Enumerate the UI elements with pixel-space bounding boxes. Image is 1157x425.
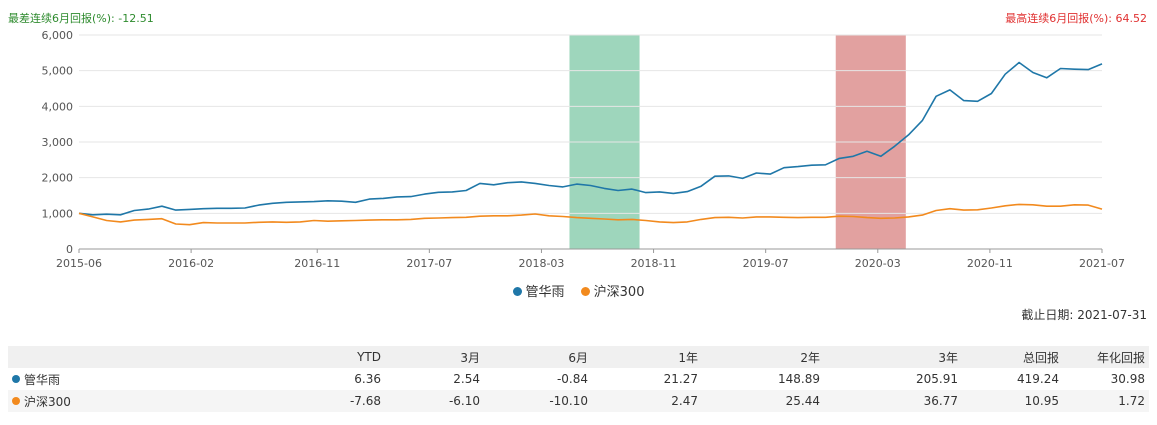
table-header-cell xyxy=(8,346,273,368)
x-tick-label: 2016-02 xyxy=(168,257,214,270)
table-row: 管华雨 6.36 2.54 -0.84 21.27 148.89 205.91 … xyxy=(8,368,1149,390)
fund-marker xyxy=(12,375,20,383)
legend-index-marker xyxy=(580,287,590,296)
performance-chart: 0 1,000 2,000 3,000 4,000 5,000 6,000 2015-06 20… xyxy=(42,29,1125,270)
table-header-cell: 1年 xyxy=(592,346,702,368)
table-header-cell: 2年 xyxy=(702,346,824,368)
table-cell: 148.89 xyxy=(778,372,820,386)
table-cell: 10.95 xyxy=(962,390,1063,412)
x-tick-label: 2020-11 xyxy=(967,257,1013,270)
table-cell: 25.44 xyxy=(702,390,824,412)
table-cell: 1.72 xyxy=(1063,390,1149,412)
cutoff-label: 截止日期: xyxy=(1021,308,1074,322)
x-tick-label: 2018-03 xyxy=(518,257,564,270)
table-cell: 36.77 xyxy=(824,390,962,412)
row-name-cell: 管华雨 xyxy=(8,368,273,390)
table-header-cell: 年化回报 xyxy=(1063,346,1149,368)
returns-table: YTD 3月 6月 1年 2年 3年 总回报 年化回报 管华雨 6.36 2.5… xyxy=(8,346,1149,412)
table-cell: 30.98 xyxy=(1110,372,1145,386)
worst-6m-value: -12.51 xyxy=(118,12,154,25)
x-tick-label: 2021-07 xyxy=(1079,257,1125,270)
best-6m-value: 64.52 xyxy=(1115,12,1148,25)
table-cell: -7.68 xyxy=(273,390,385,412)
row-name-cell: 沪深300 xyxy=(8,390,273,412)
x-tick-label: 2015-06 xyxy=(56,257,102,270)
table-header-cell: 3年 xyxy=(824,346,962,368)
table-cell: 6.36 xyxy=(354,372,381,386)
table-cell: -0.84 xyxy=(556,372,588,386)
y-tick-label: 1,000 xyxy=(42,207,74,220)
table-cell: 205.91 xyxy=(916,372,958,386)
y-tick-label: 0 xyxy=(66,243,73,256)
x-tick-label: 2019-07 xyxy=(743,257,789,270)
x-tick-label: 2017-07 xyxy=(406,257,452,270)
cutoff-value: 2021-07-31 xyxy=(1077,308,1147,322)
table-header-cell: 总回报 xyxy=(962,346,1063,368)
table-header-cell: 3月 xyxy=(385,346,484,368)
worst-6m-return: 最差连续6月回报(%): -12.51 xyxy=(8,10,154,26)
row-name: 管华雨 xyxy=(24,372,61,387)
y-tick-label: 2,000 xyxy=(42,172,74,185)
x-tick-label: 2020-03 xyxy=(855,257,901,270)
x-tick-label: 2018-11 xyxy=(631,257,677,270)
legend-fund-label: 管华雨 xyxy=(525,285,565,300)
table-header-cell: YTD xyxy=(273,346,385,368)
table-cell: 2.47 xyxy=(592,390,702,412)
legend-item-index[interactable]: 沪深300 xyxy=(580,281,645,300)
best-6m-return: 最高连续6月回报(%): 64.52 xyxy=(1005,10,1147,26)
table-cell: 21.27 xyxy=(663,372,698,386)
index-marker xyxy=(12,397,20,405)
legend-index-label: 沪深300 xyxy=(593,285,645,300)
table-cell: 419.24 xyxy=(1017,372,1059,386)
legend-fund-marker xyxy=(512,287,522,296)
chart-legend: 管华雨 沪深300 xyxy=(0,281,1157,300)
table-header-row: YTD 3月 6月 1年 2年 3年 总回报 年化回报 xyxy=(8,346,1149,368)
y-tick-label: 5,000 xyxy=(42,65,74,78)
table-cell: 2.54 xyxy=(453,372,480,386)
best-6m-label: 最高连续6月回报(%): xyxy=(1005,12,1112,25)
index-series-line xyxy=(78,203,1103,226)
table-cell: -10.10 xyxy=(484,390,592,412)
y-tick-label: 4,000 xyxy=(42,100,74,113)
x-tick-label: 2016-11 xyxy=(294,257,340,270)
table-cell: -6.10 xyxy=(385,390,484,412)
fund-series-line xyxy=(78,61,1103,216)
table-row: 沪深300 -7.68 -6.10 -10.10 2.47 25.44 36.7… xyxy=(8,390,1149,412)
table-header-cell: 6月 xyxy=(484,346,592,368)
cutoff-date: 截止日期: 2021-07-31 xyxy=(1021,306,1147,323)
y-tick-label: 6,000 xyxy=(42,29,74,42)
row-name: 沪深300 xyxy=(24,394,71,409)
legend-item-fund[interactable]: 管华雨 xyxy=(512,281,565,300)
y-tick-label: 3,000 xyxy=(42,136,74,149)
worst-6m-label: 最差连续6月回报(%): xyxy=(8,12,115,25)
